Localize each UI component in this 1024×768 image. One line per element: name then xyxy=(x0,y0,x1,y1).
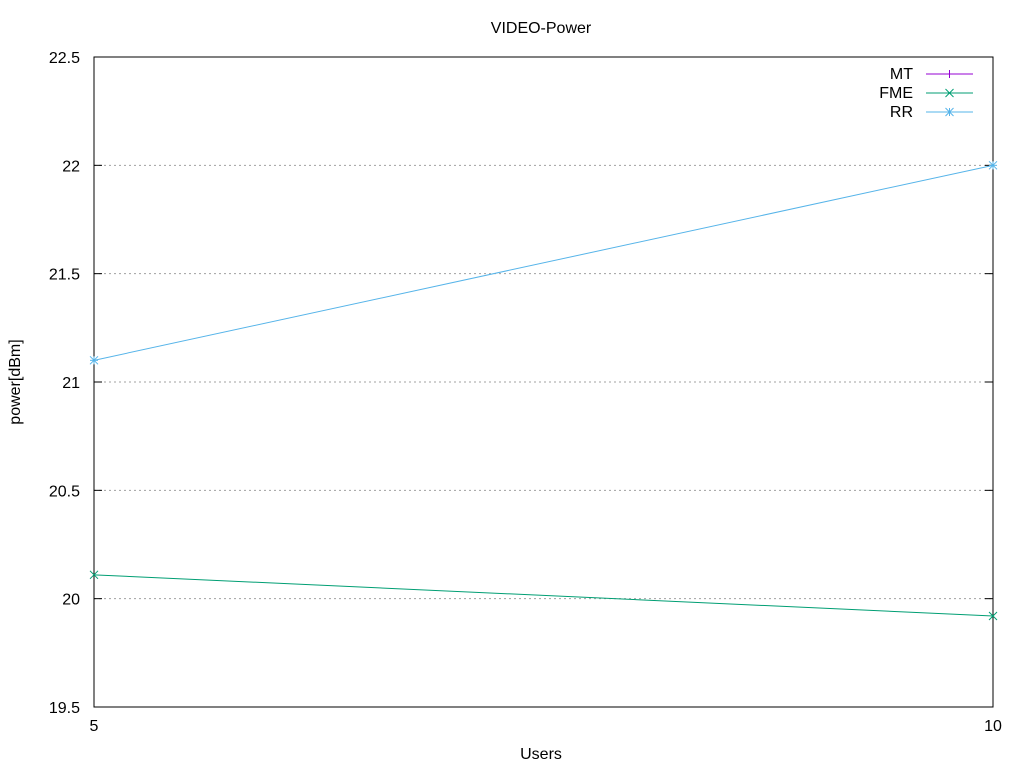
chart-title: VIDEO-Power xyxy=(491,20,592,37)
marker-stroke xyxy=(89,570,99,580)
legend-label-fme: FME xyxy=(879,85,913,102)
axis-ticks: 19.5 20 20.5 21 21.5 22 22.5 5 10 xyxy=(49,50,1002,735)
series-line-fme xyxy=(93,574,994,617)
y-tick-label: 19.5 xyxy=(49,700,80,717)
plot-frame xyxy=(93,56,994,708)
data-point-rr xyxy=(988,160,998,170)
x-tick-label: 10 xyxy=(984,718,1002,735)
legend-label-rr: RR xyxy=(890,104,913,121)
marker-stroke xyxy=(988,611,998,621)
legend-marker-fme xyxy=(945,88,954,98)
marker-stroke xyxy=(945,88,954,98)
legend: MT FME RR xyxy=(879,66,973,121)
data-point-fme xyxy=(89,570,99,580)
x-axis-label: Users xyxy=(520,746,562,763)
y-tick-label: 21.5 xyxy=(49,267,80,284)
x-tick-label: 5 xyxy=(90,718,99,735)
legend-label-mt: MT xyxy=(890,66,913,83)
legend-marker-mt xyxy=(945,70,954,78)
marker-stroke xyxy=(89,355,99,365)
legend-marker-rr xyxy=(945,107,954,117)
y-tick-label: 20 xyxy=(62,592,80,609)
data-point-fme xyxy=(988,611,998,621)
y-tick-label: 21 xyxy=(62,375,80,392)
marker-stroke xyxy=(988,160,998,170)
data-point-rr xyxy=(89,355,99,365)
marker-stroke xyxy=(945,107,954,117)
y-tick-label: 22 xyxy=(62,158,80,175)
series-line-rr xyxy=(93,164,994,361)
gridlines xyxy=(94,164,993,600)
y-tick-label: 20.5 xyxy=(49,483,80,500)
y-tick-label: 22.5 xyxy=(49,50,80,67)
series xyxy=(89,160,998,621)
y-axis-label: power[dBm] xyxy=(7,339,24,424)
